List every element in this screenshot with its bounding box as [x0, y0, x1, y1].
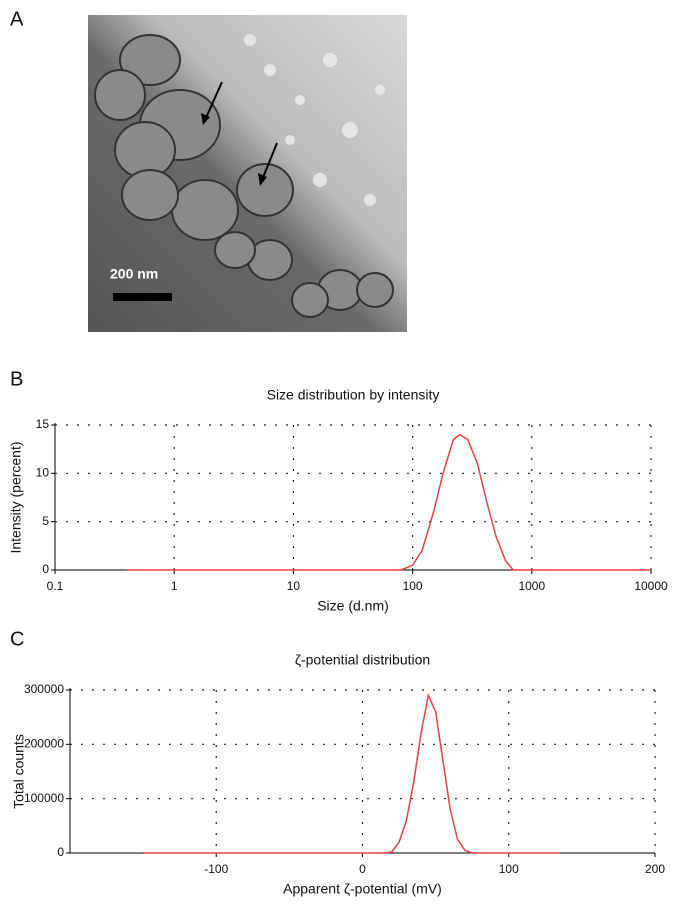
x-tick-label: 200 — [645, 862, 665, 876]
x-tick-label: 1 — [171, 579, 178, 593]
y-axis-label: Total counts — [11, 734, 27, 809]
chart-title: Size distribution by intensity — [267, 387, 440, 403]
y-axis-label: Intensity (percent) — [8, 441, 24, 553]
x-tick-label: -100 — [204, 862, 228, 876]
y-tick-label: 10 — [36, 466, 50, 480]
x-axis-label: Size (d.nm) — [317, 598, 389, 614]
y-tick-label: 0 — [42, 562, 49, 576]
x-axis-label: Apparent ζ-potential (mV) — [283, 881, 442, 897]
x-tick-label: 0.1 — [47, 579, 64, 593]
x-tick-label: 100 — [499, 862, 519, 876]
y-tick-label: 200000 — [24, 737, 64, 751]
y-tick-label: 100000 — [24, 791, 64, 805]
x-tick-label: 1000 — [518, 579, 545, 593]
y-tick-label: 0 — [57, 845, 64, 859]
y-tick-label: 300000 — [24, 682, 64, 696]
data-line — [143, 692, 560, 854]
x-tick-label: 100 — [403, 579, 423, 593]
scale-bar-label: 200 nm — [110, 266, 158, 282]
chart-title: ζ-potential distribution — [295, 652, 430, 668]
data-line — [126, 433, 651, 571]
x-tick-label: 0 — [359, 862, 366, 876]
micrograph: 200 nm — [88, 15, 407, 332]
panel-label: A — [10, 8, 24, 30]
y-tick-label: 5 — [42, 514, 49, 528]
panel-label: C — [10, 628, 24, 650]
x-tick-label: 10000 — [634, 579, 668, 593]
x-tick-label: 10 — [287, 579, 301, 593]
y-tick-label: 15 — [36, 417, 50, 431]
panel-label: B — [10, 368, 23, 390]
